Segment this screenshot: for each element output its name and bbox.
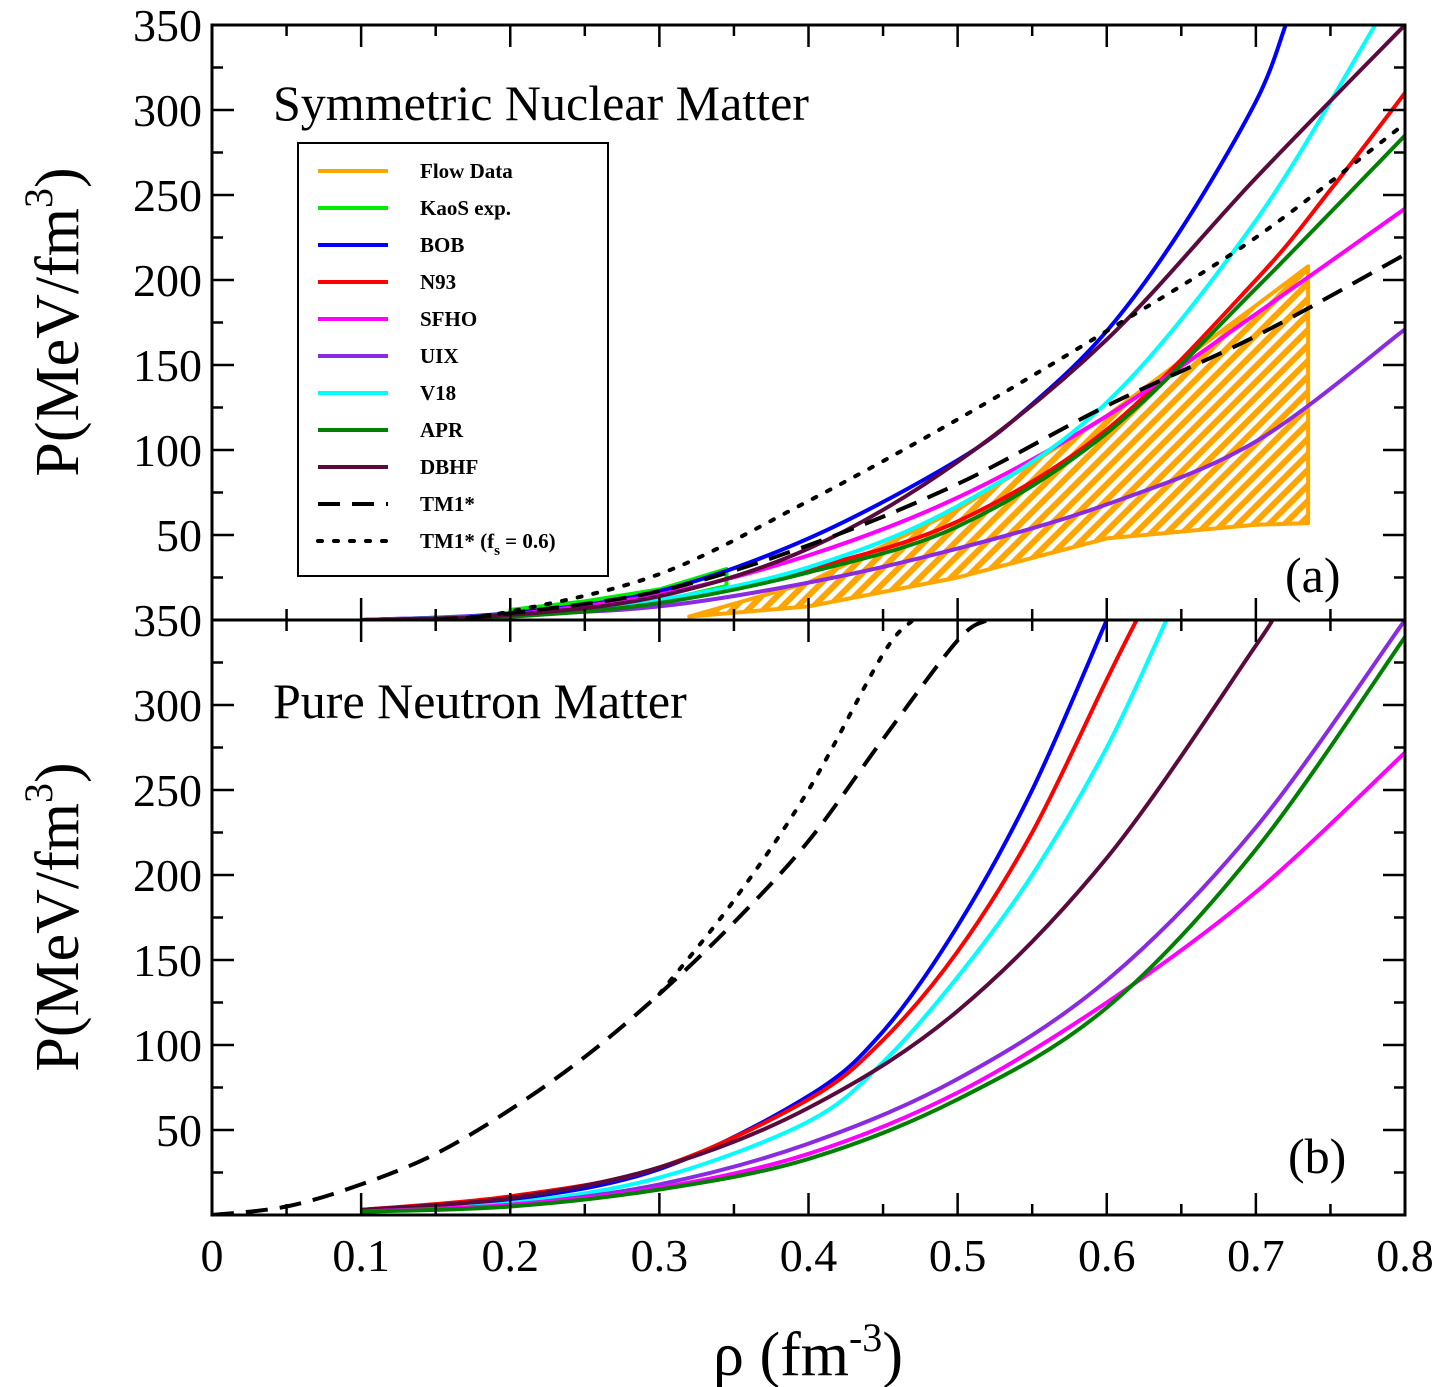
legend-label: TM1* (fs = 0.6) bbox=[420, 529, 556, 559]
panel-b-lines bbox=[212, 620, 1405, 1215]
y-axis-title-b-sup: 3 bbox=[16, 783, 61, 803]
band-flow-data-a bbox=[687, 264, 1311, 619]
y-tick-label-a: 150 bbox=[133, 340, 202, 391]
y-tick-label-b: 200 bbox=[133, 850, 202, 901]
x-tick-label: 0.1 bbox=[332, 1230, 390, 1281]
series-dbhf-a bbox=[361, 25, 1405, 620]
legend-label-suffix: = 0.6) bbox=[500, 529, 556, 553]
y-axis-title-a-sup: 3 bbox=[16, 188, 61, 208]
series-tm1-fs-0-6-b bbox=[657, 620, 915, 996]
legend: Flow Data KaoS exp. BOB N93 SFHO UIX V18 APR DBH… bbox=[297, 142, 609, 577]
legend-item-dbhf: DBHF bbox=[318, 455, 478, 479]
panel-b-frame bbox=[210, 618, 1407, 1217]
panel-a-bands bbox=[508, 264, 1311, 619]
panel-a-lines bbox=[361, 25, 1405, 620]
legend-item-bob: BOB bbox=[318, 233, 464, 257]
x-axis-title-sup: -3 bbox=[849, 1315, 882, 1360]
series-sfho-b bbox=[361, 751, 1405, 1214]
x-tick-label: 0.6 bbox=[1078, 1230, 1136, 1281]
y-axis-title-b: P(MeV/fm3) bbox=[16, 762, 92, 1071]
y-tick-label-a: 250 bbox=[133, 170, 202, 221]
legend-box bbox=[297, 142, 609, 577]
x-tick-label: 0.5 bbox=[929, 1230, 987, 1281]
y-axis-title-b-close: ) bbox=[24, 762, 92, 783]
y-axis-title-b-main: P(MeV/fm bbox=[24, 803, 92, 1072]
legend-label-main: KaoS exp. bbox=[420, 196, 511, 220]
legend-label: UIX bbox=[420, 344, 459, 368]
legend-item-tm1: TM1* bbox=[318, 492, 475, 516]
panel-b-title: Pure Neutron Matter bbox=[273, 673, 687, 729]
legend-item-tm1-f-0-6: TM1* (fs = 0.6) bbox=[316, 529, 556, 559]
y-tick-label-b: 100 bbox=[133, 1020, 202, 1071]
legend-label-main: DBHF bbox=[420, 455, 478, 479]
legend-item-v18: V18 bbox=[318, 381, 456, 405]
legend-label: APR bbox=[420, 418, 464, 442]
legend-label-main: UIX bbox=[420, 344, 459, 368]
legend-label: BOB bbox=[420, 233, 464, 257]
legend-label: V18 bbox=[420, 381, 456, 405]
x-tick-label: 0.3 bbox=[631, 1230, 689, 1281]
legend-item-kaos-exp: KaoS exp. bbox=[318, 196, 511, 220]
y-tick-label-b: 250 bbox=[133, 765, 202, 816]
legend-item-n93: N93 bbox=[318, 270, 456, 294]
y-tick-label-a: 50 bbox=[156, 510, 202, 561]
x-axis-title: ρ (fm-3) bbox=[713, 1315, 903, 1387]
legend-label-main: V18 bbox=[420, 381, 456, 405]
x-tick-label: 0.7 bbox=[1227, 1230, 1285, 1281]
panel-a-title: Symmetric Nuclear Matter bbox=[273, 75, 809, 131]
legend-label-sub: s bbox=[494, 543, 500, 559]
legend-label-main: TM1* (f bbox=[420, 529, 495, 553]
legend-label-main: SFHO bbox=[420, 307, 477, 331]
y-tick-label-a: 100 bbox=[133, 425, 202, 476]
legend-label: Flow Data bbox=[420, 159, 513, 183]
panel-symmetric-nuclear-matter: 50 100 150 200 250 300 350 Symmetric Nuclear M… bbox=[133, 0, 1407, 622]
legend-label-main: N93 bbox=[420, 270, 456, 294]
y-axis-title-a-close: ) bbox=[24, 167, 92, 188]
legend-item-apr: APR bbox=[318, 418, 464, 442]
y-tick-label-b: 150 bbox=[133, 935, 202, 986]
series-tm1-b bbox=[212, 620, 989, 1215]
series-dbhf-b bbox=[360, 620, 1275, 1212]
legend-label: TM1* bbox=[420, 492, 475, 516]
legend-label: KaoS exp. bbox=[420, 196, 511, 220]
panel-a-ticks: 50 100 150 200 250 300 350 bbox=[133, 0, 1407, 622]
series-apr-a bbox=[361, 134, 1405, 620]
y-tick-label-b: 300 bbox=[133, 680, 202, 731]
y-tick-label-b: 50 bbox=[156, 1105, 202, 1156]
x-tick-label: 0.8 bbox=[1376, 1230, 1434, 1281]
x-axis-title-close: ) bbox=[882, 1321, 903, 1387]
x-tick-label: 0.2 bbox=[482, 1230, 540, 1281]
legend-label: N93 bbox=[420, 270, 456, 294]
y-tick-label-b: 350 bbox=[133, 595, 202, 646]
legend-label-main: BOB bbox=[420, 233, 464, 257]
legend-item-sfho: SFHO bbox=[318, 307, 477, 331]
x-tick-label: 0.4 bbox=[780, 1230, 838, 1281]
y-tick-label-a: 300 bbox=[133, 85, 202, 136]
legend-label-main: APR bbox=[420, 418, 464, 442]
panel-b-ticks: 50 100 150 200 250 300 350 0 0.1 0.2 0.3 0.4 0.5 0.6 0… bbox=[133, 595, 1434, 1281]
legend-item-uix: UIX bbox=[318, 344, 459, 368]
y-axis-title-a-main: P(MeV/fm bbox=[24, 208, 92, 477]
y-tick-label-a: 200 bbox=[133, 255, 202, 306]
x-tick-label: 0 bbox=[201, 1230, 224, 1281]
panel-pure-neutron-matter: 50 100 150 200 250 300 350 0 0.1 0.2 0.3 0.4 0.5 0.6 0… bbox=[133, 595, 1434, 1281]
legend-label: DBHF bbox=[420, 455, 478, 479]
legend-label-main: TM1* bbox=[420, 492, 475, 516]
legend-label: SFHO bbox=[420, 307, 477, 331]
series-v18-b bbox=[360, 620, 1169, 1214]
legend-item-flow-data: Flow Data bbox=[318, 159, 513, 183]
series-apr-b bbox=[361, 635, 1405, 1214]
panel-a-tag: (a) bbox=[1285, 547, 1341, 603]
y-axis-title-a: P(MeV/fm3) bbox=[16, 167, 92, 476]
legend-label-main: Flow Data bbox=[420, 159, 513, 183]
series-tm1-a bbox=[435, 252, 1405, 620]
panel-b-tag: (b) bbox=[1288, 1128, 1346, 1184]
y-tick-label-a: 350 bbox=[133, 0, 202, 51]
x-axis-title-main: ρ (fm bbox=[713, 1321, 849, 1387]
